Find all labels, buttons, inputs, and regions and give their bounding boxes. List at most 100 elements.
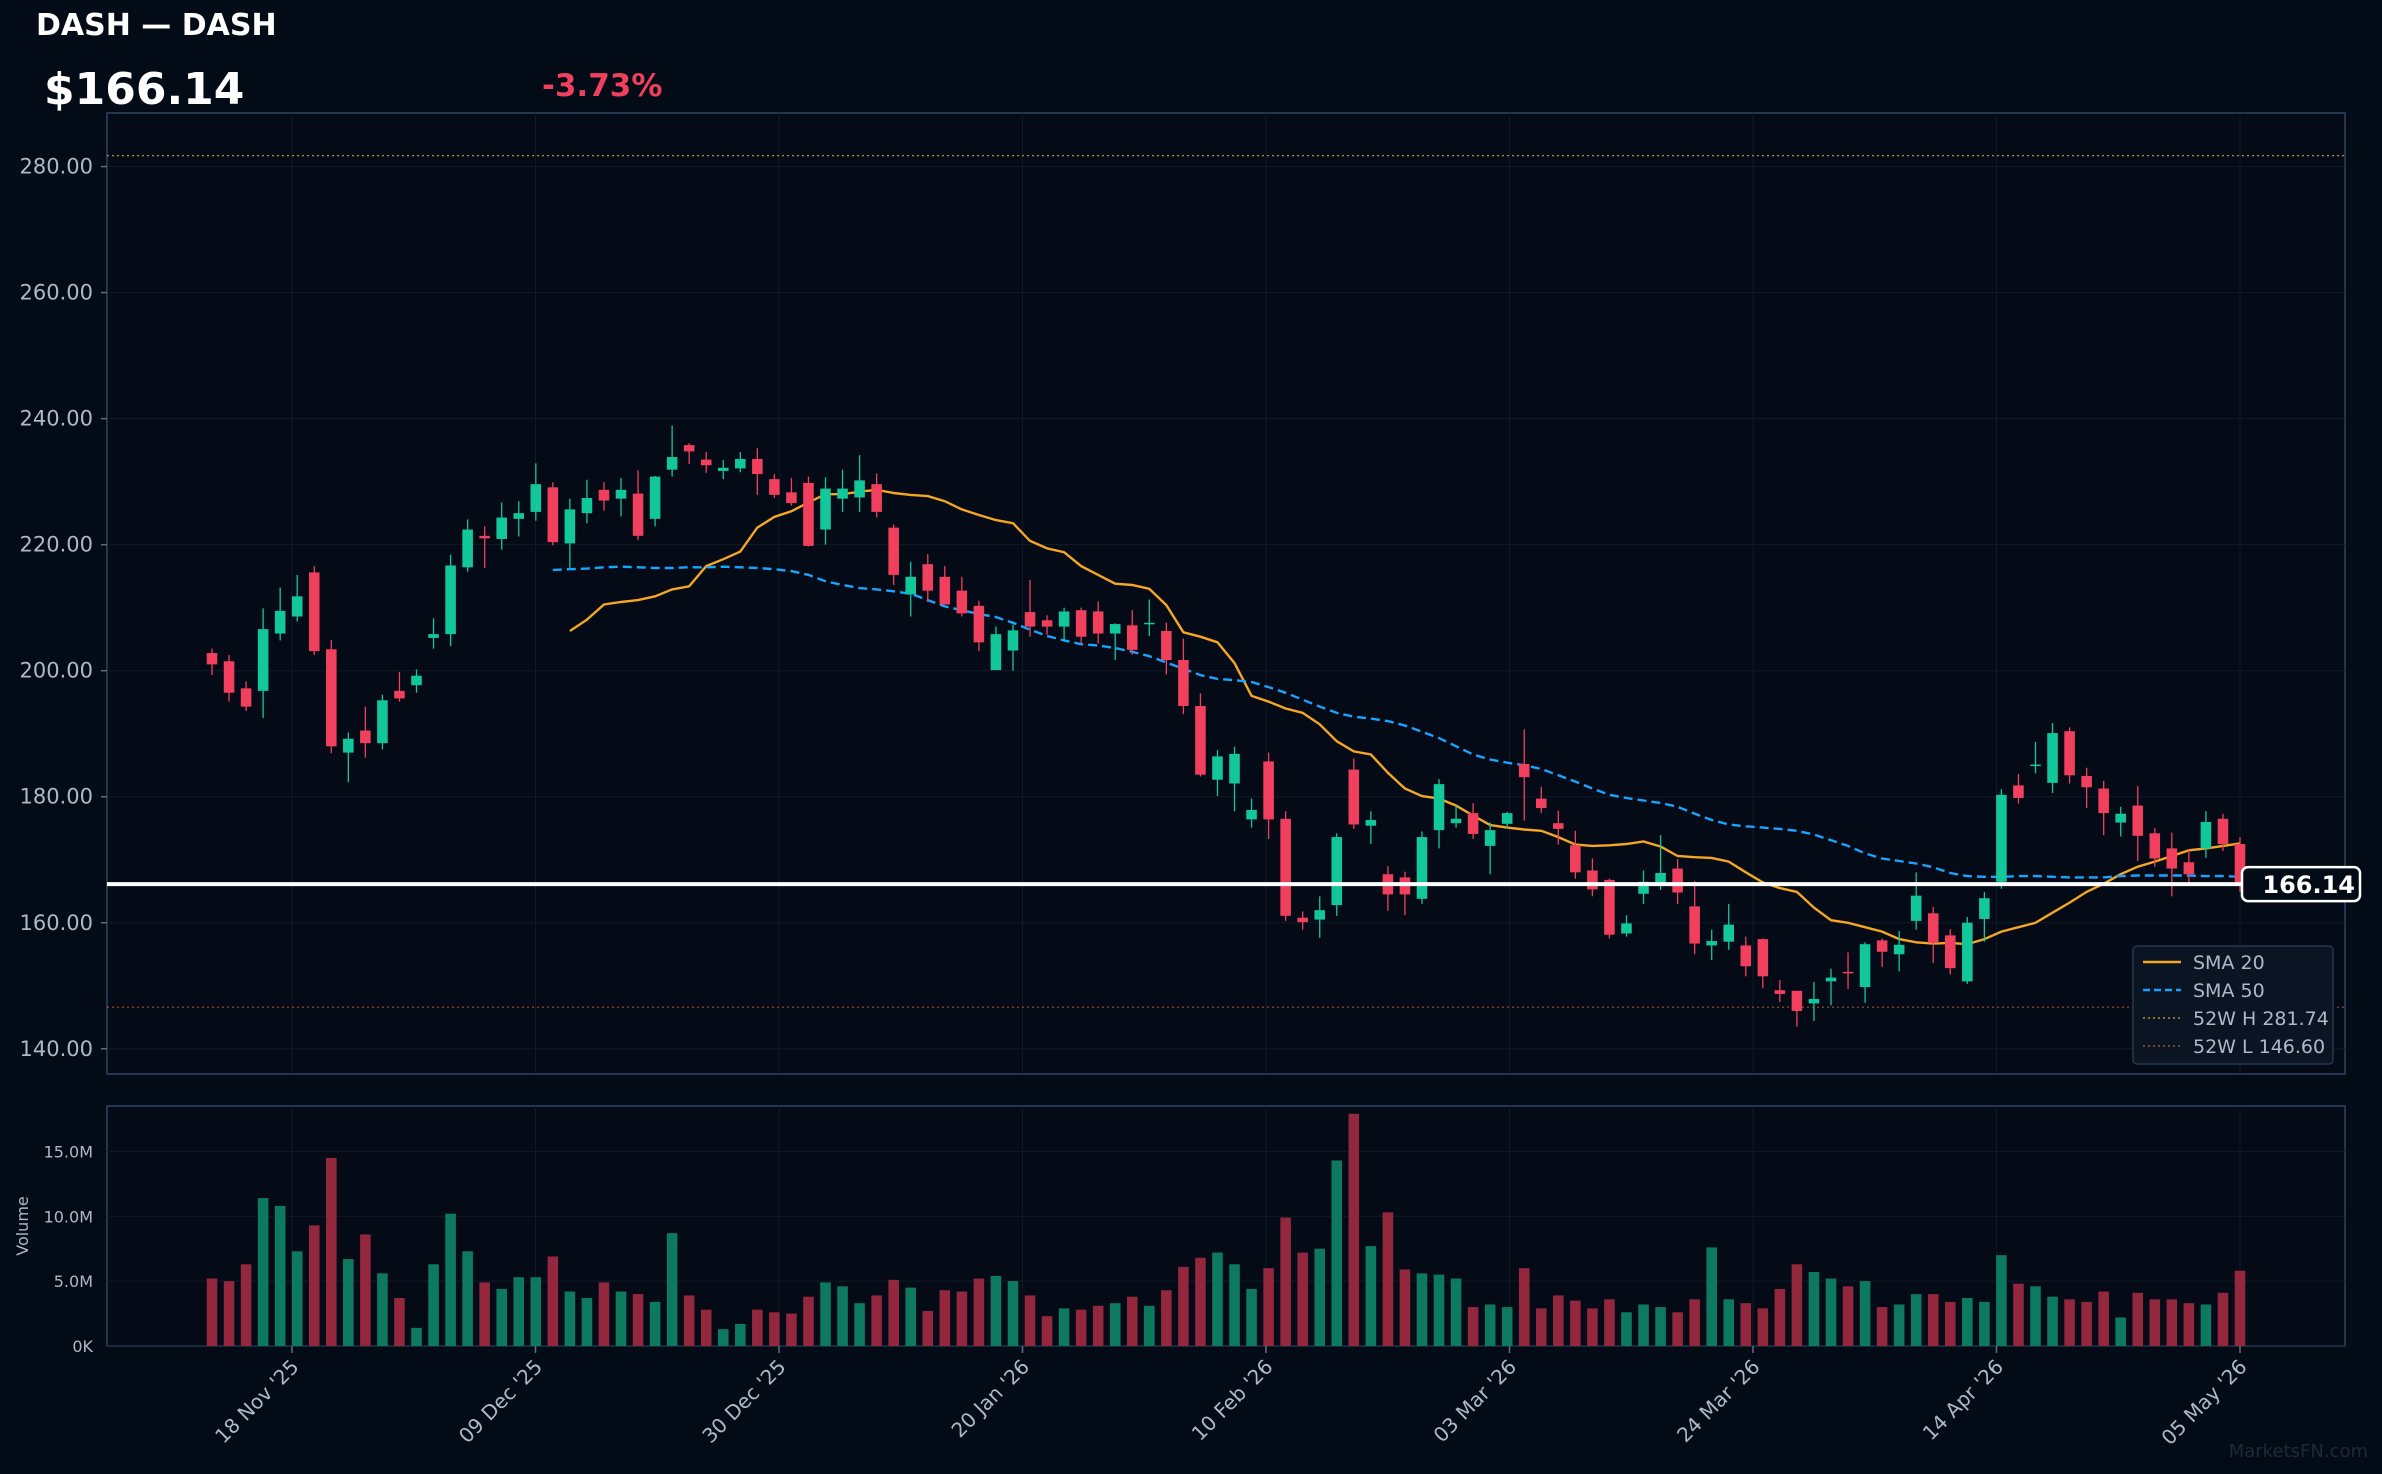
- candle: [1723, 903, 1735, 950]
- candle: [1331, 833, 1343, 916]
- candle-body: [1280, 818, 1291, 916]
- candle: [1109, 623, 1121, 660]
- candle: [1007, 624, 1019, 671]
- candle: [581, 479, 593, 524]
- reference-lines: [107, 154, 2345, 1008]
- candle-body: [1263, 761, 1274, 820]
- volume-bar: [1416, 1273, 1428, 1346]
- volume-bar: [666, 1233, 678, 1346]
- candle: [1842, 952, 1854, 989]
- legend-label: SMA 20: [2193, 952, 2265, 974]
- volume-bar: [1706, 1247, 1717, 1346]
- candle: [428, 618, 439, 649]
- volume-bar: [513, 1277, 525, 1346]
- candle-body: [956, 590, 968, 614]
- candle: [257, 608, 269, 718]
- volume-bar: [1655, 1307, 1666, 1346]
- volume-bar: [735, 1323, 746, 1346]
- candle-body: [2013, 785, 2024, 798]
- candle: [1621, 915, 1632, 937]
- volume-bar: [939, 1290, 951, 1346]
- volume-bar: [1996, 1255, 2007, 1346]
- candle: [598, 482, 610, 511]
- volume-bar: [223, 1281, 235, 1346]
- volume-bar: [445, 1213, 456, 1346]
- candle: [377, 694, 388, 750]
- volume-bar: [1723, 1299, 1735, 1346]
- candle-body: [530, 484, 542, 512]
- candle: [291, 574, 303, 622]
- candle: [1467, 803, 1479, 839]
- candle: [1484, 822, 1496, 875]
- volume-bar: [1859, 1281, 1871, 1346]
- candle-body: [1621, 923, 1632, 934]
- volume-bar: [752, 1309, 763, 1346]
- candle-body: [922, 564, 934, 591]
- volume-bar: [257, 1198, 269, 1346]
- candle: [1979, 891, 1990, 942]
- candle: [1638, 870, 1649, 904]
- candle-body: [1706, 941, 1717, 946]
- candle: [1144, 599, 1155, 637]
- volume-bar: [1774, 1288, 1786, 1346]
- candle: [2013, 774, 2024, 804]
- volume-bar: [1979, 1301, 1990, 1346]
- candle-body: [1893, 944, 1905, 955]
- candle-body: [1246, 809, 1257, 820]
- candle-body: [2200, 821, 2212, 849]
- candle: [1212, 750, 1223, 797]
- candle: [1058, 607, 1070, 642]
- volume-bar: [1450, 1278, 1462, 1346]
- volume-bar: [581, 1298, 593, 1346]
- volume-bar: [1945, 1301, 1956, 1346]
- candle-body: [1672, 868, 1683, 893]
- volume-bar: [343, 1259, 354, 1346]
- candle: [1348, 758, 1360, 829]
- candle-body: [1757, 939, 1769, 977]
- candle-body: [2132, 805, 2144, 836]
- candle: [1416, 831, 1428, 904]
- candle: [1501, 811, 1513, 829]
- volume-bar: [1570, 1300, 1581, 1346]
- candle-body: [1689, 906, 1700, 944]
- legend: SMA 20 SMA 50 52W H 281.74 52W L 146.60: [2132, 945, 2334, 1065]
- candle: [1706, 929, 1717, 960]
- candle: [1740, 936, 1752, 977]
- time-tick-label: 09 Dec '25: [454, 1355, 547, 1448]
- candle-body: [1450, 818, 1462, 824]
- volume-bar: [1348, 1113, 1360, 1346]
- candle-body: [1212, 756, 1223, 780]
- candle: [1365, 811, 1377, 844]
- candle: [683, 443, 695, 465]
- legend-box: [2132, 945, 2334, 1065]
- sma50-line: [552, 565, 2241, 879]
- volume-bar: [1007, 1281, 1019, 1346]
- candle: [615, 477, 627, 517]
- candle-body: [649, 476, 661, 519]
- candle-body: [837, 488, 848, 499]
- candle-body: [769, 479, 780, 495]
- candle: [1689, 881, 1700, 955]
- volume-bar: [2064, 1299, 2075, 1346]
- candle-body: [1723, 924, 1735, 942]
- volume-bar: [308, 1225, 320, 1346]
- volume-bar: [1280, 1217, 1291, 1346]
- volume-bar: [1314, 1248, 1326, 1346]
- volume-bar: [700, 1309, 712, 1346]
- time-tick-label: 10 Feb '26: [1187, 1355, 1278, 1446]
- volume-bar: [1161, 1290, 1172, 1346]
- candle-body: [1058, 611, 1070, 627]
- candle-body: [223, 661, 235, 693]
- candle-body: [1314, 910, 1326, 920]
- candle: [1297, 911, 1308, 930]
- volume-bar: [564, 1291, 576, 1346]
- candle-body: [2166, 848, 2178, 869]
- candle-body: [206, 653, 218, 665]
- volume-bar: [1263, 1268, 1274, 1346]
- price-panel: [106, 112, 2346, 1075]
- candle-body: [513, 513, 525, 519]
- volume-bar: [2200, 1304, 2212, 1346]
- candle: [530, 463, 542, 521]
- candle: [1450, 805, 1462, 828]
